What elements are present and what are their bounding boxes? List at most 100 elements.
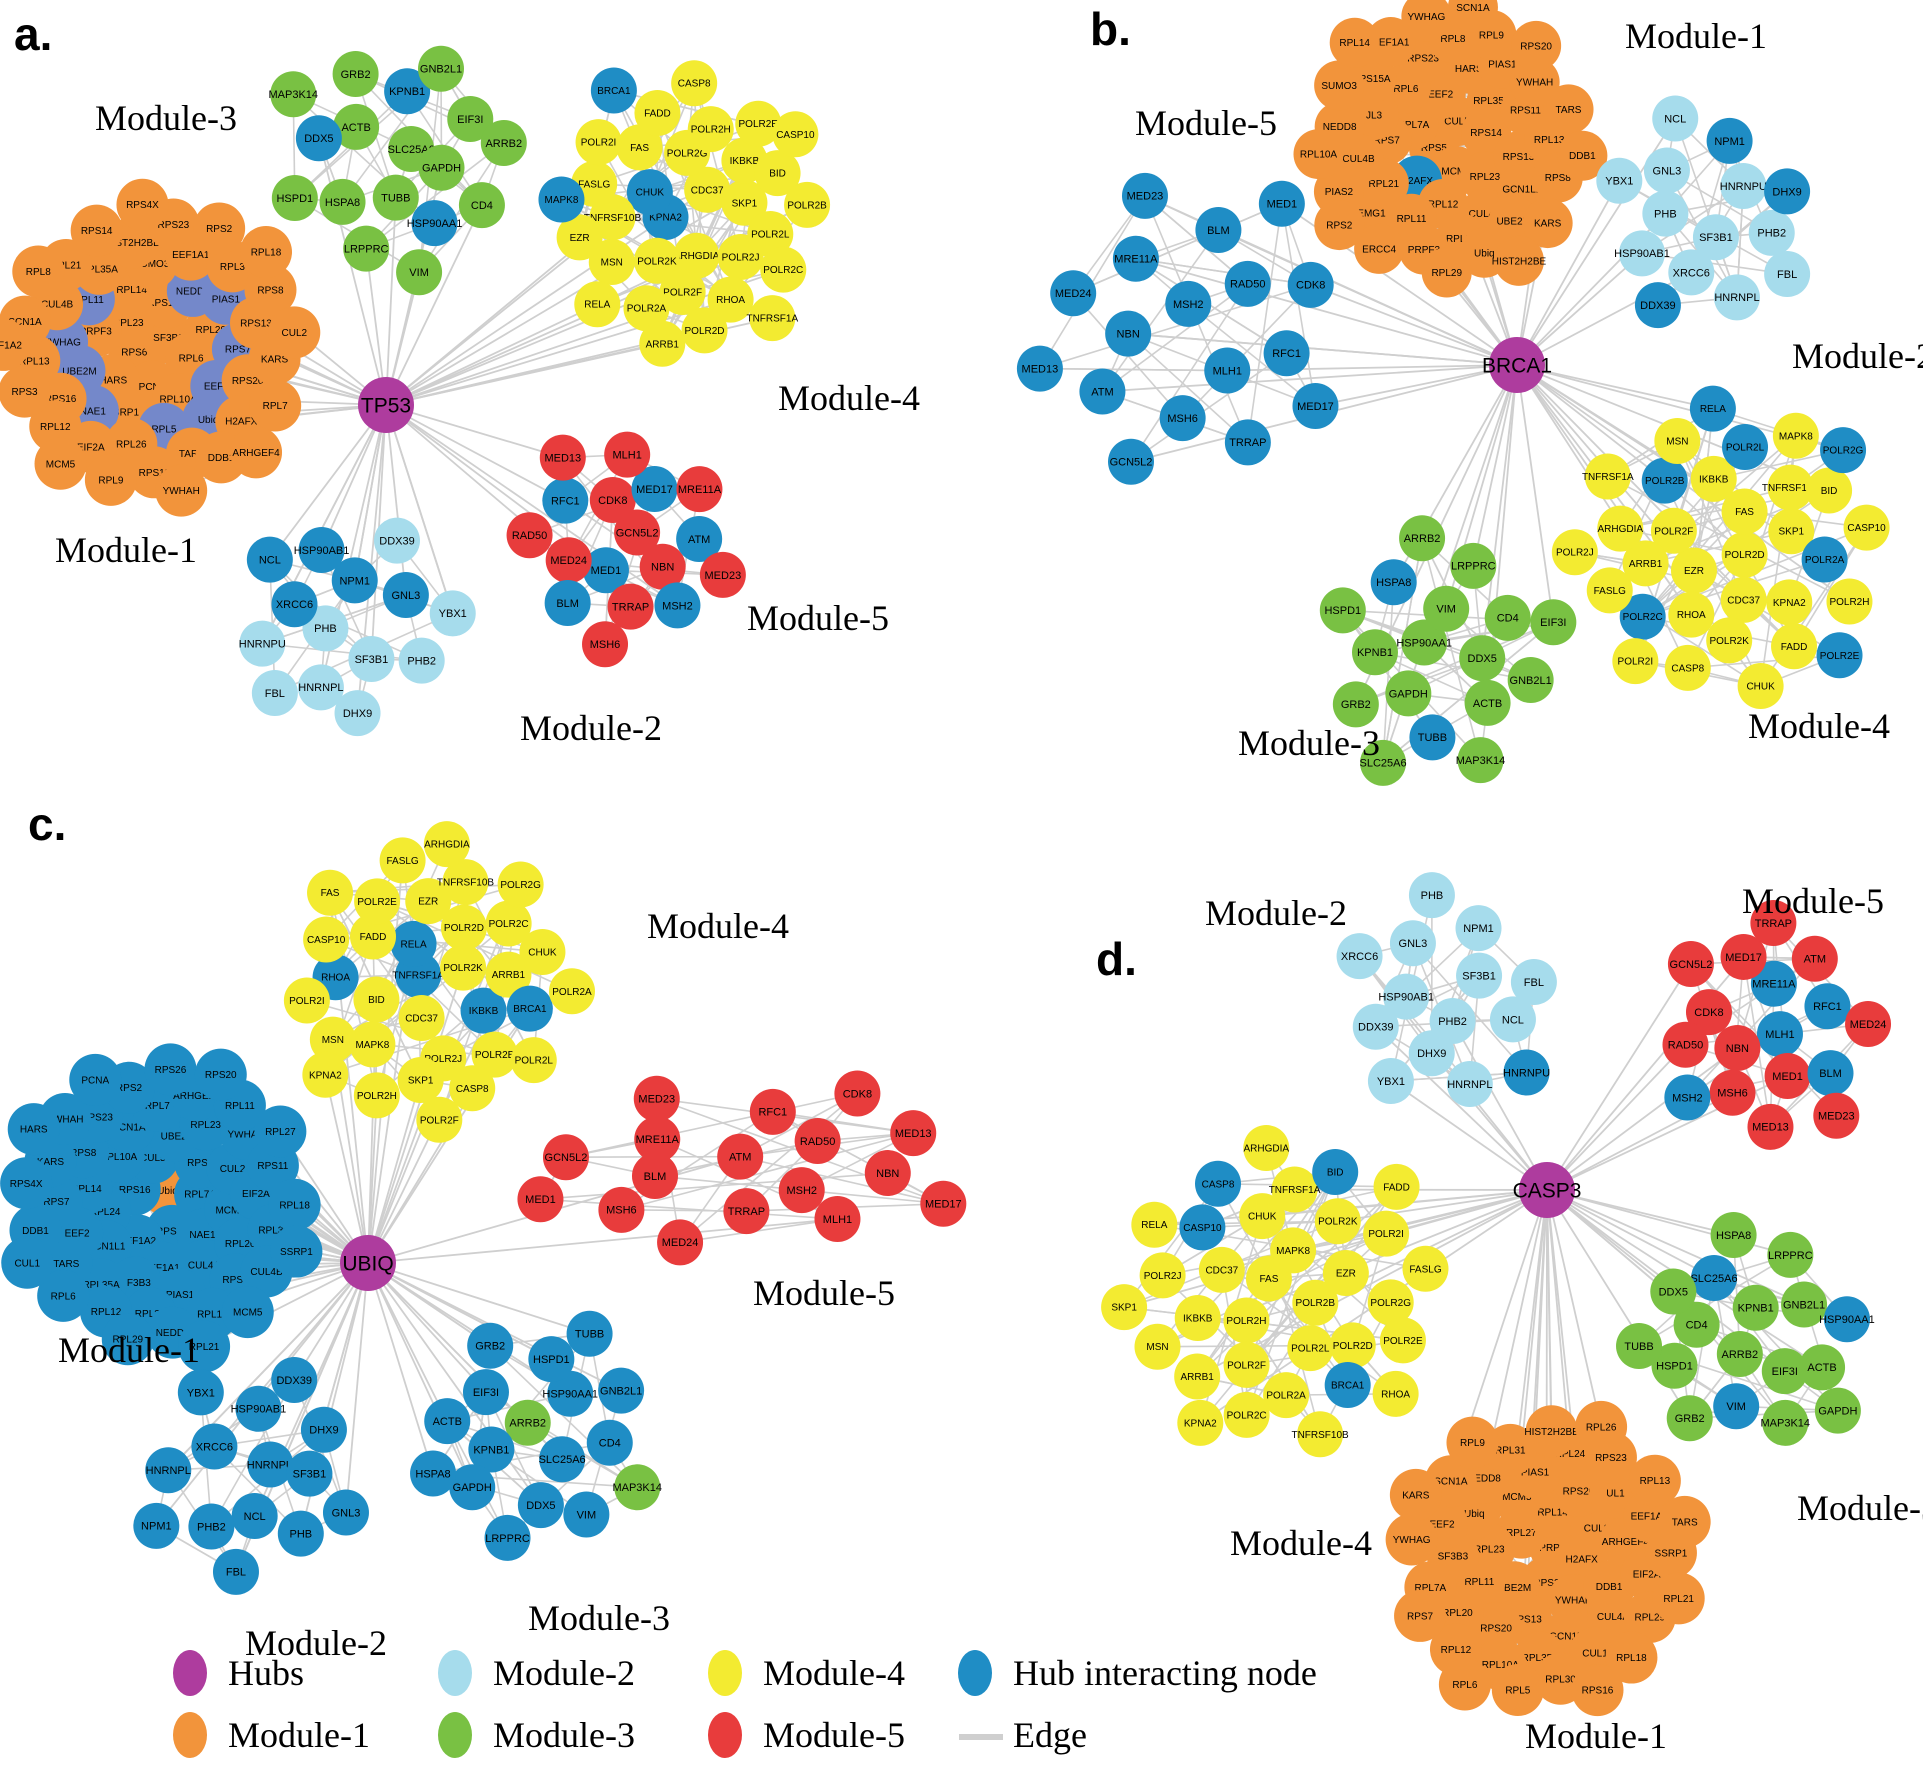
hub-edge — [367, 1079, 422, 1264]
node-VIM — [1423, 585, 1470, 632]
panel-letter-b: b. — [1090, 3, 1131, 55]
node-CASP8 — [671, 60, 718, 107]
node-RPL6 — [37, 1269, 90, 1322]
node-POLR2H — [1223, 1297, 1270, 1344]
node-RPL18 — [240, 226, 293, 279]
node-SLC25A6 — [1691, 1254, 1738, 1301]
node-GNB2L1 — [598, 1367, 645, 1414]
node-YBX1 — [1367, 1058, 1414, 1105]
hub-edge — [367, 1262, 590, 1335]
node-RPS8 — [244, 263, 297, 316]
hub-edge — [1546, 1047, 1738, 1191]
hub-edge — [1451, 1020, 1548, 1191]
node-POLR2H — [1826, 578, 1873, 625]
caption-b-Module-3: Module-3 — [1238, 723, 1380, 763]
node-MSN — [588, 239, 635, 286]
node-MAPK8 — [538, 176, 585, 223]
node-DDX39 — [271, 1356, 318, 1403]
node-ACTB — [1464, 679, 1511, 726]
edge — [540, 1198, 838, 1220]
node-RPL18 — [1605, 1631, 1658, 1684]
hub-edge — [1546, 1189, 1571, 1454]
node-MED24 — [657, 1219, 704, 1266]
node-MED1 — [1258, 180, 1305, 227]
node-TARS — [1543, 84, 1594, 135]
node-RPS7 — [1394, 1589, 1447, 1642]
node-CASP10 — [1179, 1204, 1226, 1251]
node-FASLG — [379, 837, 426, 884]
node-BLM — [1195, 206, 1242, 253]
node-CASP10 — [772, 111, 819, 158]
node-RFC1 — [749, 1088, 796, 1135]
node-SF3B1 — [1692, 214, 1739, 261]
node-FAS — [616, 124, 663, 171]
node-DDX39 — [1634, 282, 1681, 329]
hub-edge — [1128, 332, 1518, 366]
node-CDK8 — [1287, 261, 1334, 308]
legend-label: Hubs — [228, 1653, 304, 1693]
edge — [1135, 257, 1311, 286]
node-RHOA — [1372, 1370, 1419, 1417]
edge — [679, 1092, 858, 1243]
caption-c-Module-3: Module-3 — [528, 1598, 670, 1638]
node-POLR2B — [471, 1031, 518, 1078]
hub-label-TP53: TP53 — [361, 394, 411, 417]
node-GAPDH — [1385, 670, 1432, 717]
node-GNL3 — [1389, 920, 1436, 967]
hub-edge — [385, 197, 397, 406]
node-GCN5L2 — [1667, 941, 1714, 988]
node-RFC1 — [542, 477, 589, 524]
edge — [1127, 333, 1249, 443]
node-RPL5 — [1491, 1663, 1544, 1716]
node-SCN1A — [1447, 0, 1498, 33]
node-FBL — [251, 670, 298, 717]
edge — [506, 1442, 611, 1539]
legend-label: Module-5 — [763, 1715, 905, 1755]
node-MED17 — [920, 1180, 967, 1227]
node-MCM5 — [34, 437, 87, 490]
node-RPS2 — [193, 202, 246, 255]
node-POLR2D — [1721, 531, 1768, 578]
node-PHB2 — [398, 637, 445, 684]
node-TRRAP — [1750, 900, 1797, 947]
node-CASP8 — [1195, 1160, 1242, 1207]
node-GNL3 — [382, 572, 429, 619]
node-RHOA — [1668, 591, 1715, 638]
node-EEF1A1 — [1365, 17, 1416, 68]
node-RPS4X — [116, 178, 169, 231]
caption-b-Module-2: Module-2 — [1792, 336, 1923, 376]
node-POLR2G — [1367, 1279, 1414, 1326]
node-POLR2K — [1706, 617, 1753, 664]
node-BRCA1 — [1324, 1362, 1371, 1409]
node-CASP10 — [1843, 504, 1890, 551]
node-PCNA — [69, 1053, 122, 1106]
node-RPL8 — [12, 245, 65, 298]
caption-a-Module-2: Module-2 — [520, 708, 662, 748]
node-POLR2B — [784, 181, 831, 228]
edge — [1187, 303, 1316, 407]
node-MSH6 — [1159, 395, 1206, 442]
node-POLR2E — [1816, 632, 1863, 679]
edge — [1196, 1186, 1398, 1378]
node-CDC37 — [1198, 1246, 1245, 1293]
node-SF3B1 — [286, 1450, 333, 1497]
node-CDK8 — [1685, 989, 1732, 1036]
hub-edge — [385, 298, 731, 406]
node-RPL13 — [1628, 1454, 1681, 1507]
node-RAD50 — [1662, 1021, 1709, 1068]
legend-label: Edge — [1013, 1715, 1087, 1755]
node-MLH1 — [604, 431, 651, 478]
node-HSP90AA1 — [547, 1370, 594, 1417]
node-KARS — [1522, 198, 1573, 249]
node-TNFRSF1A — [1584, 453, 1631, 500]
node-ARRB1 — [485, 951, 532, 998]
caption-a-Module-4: Module-4 — [778, 378, 920, 418]
node-ARRB2 — [480, 119, 527, 166]
node-ATM — [717, 1133, 764, 1180]
panel-a: SLC25A6TUBBACTBGAPDHHSPA8KPNB1HSP90AA1DD… — [0, 8, 920, 748]
node-SLC25A6 — [539, 1436, 586, 1483]
node-POLR2F — [659, 268, 706, 315]
node-MED23 — [699, 551, 746, 598]
node-GAPDH — [449, 1464, 496, 1511]
node-HIST2H2BE — [1493, 235, 1544, 286]
